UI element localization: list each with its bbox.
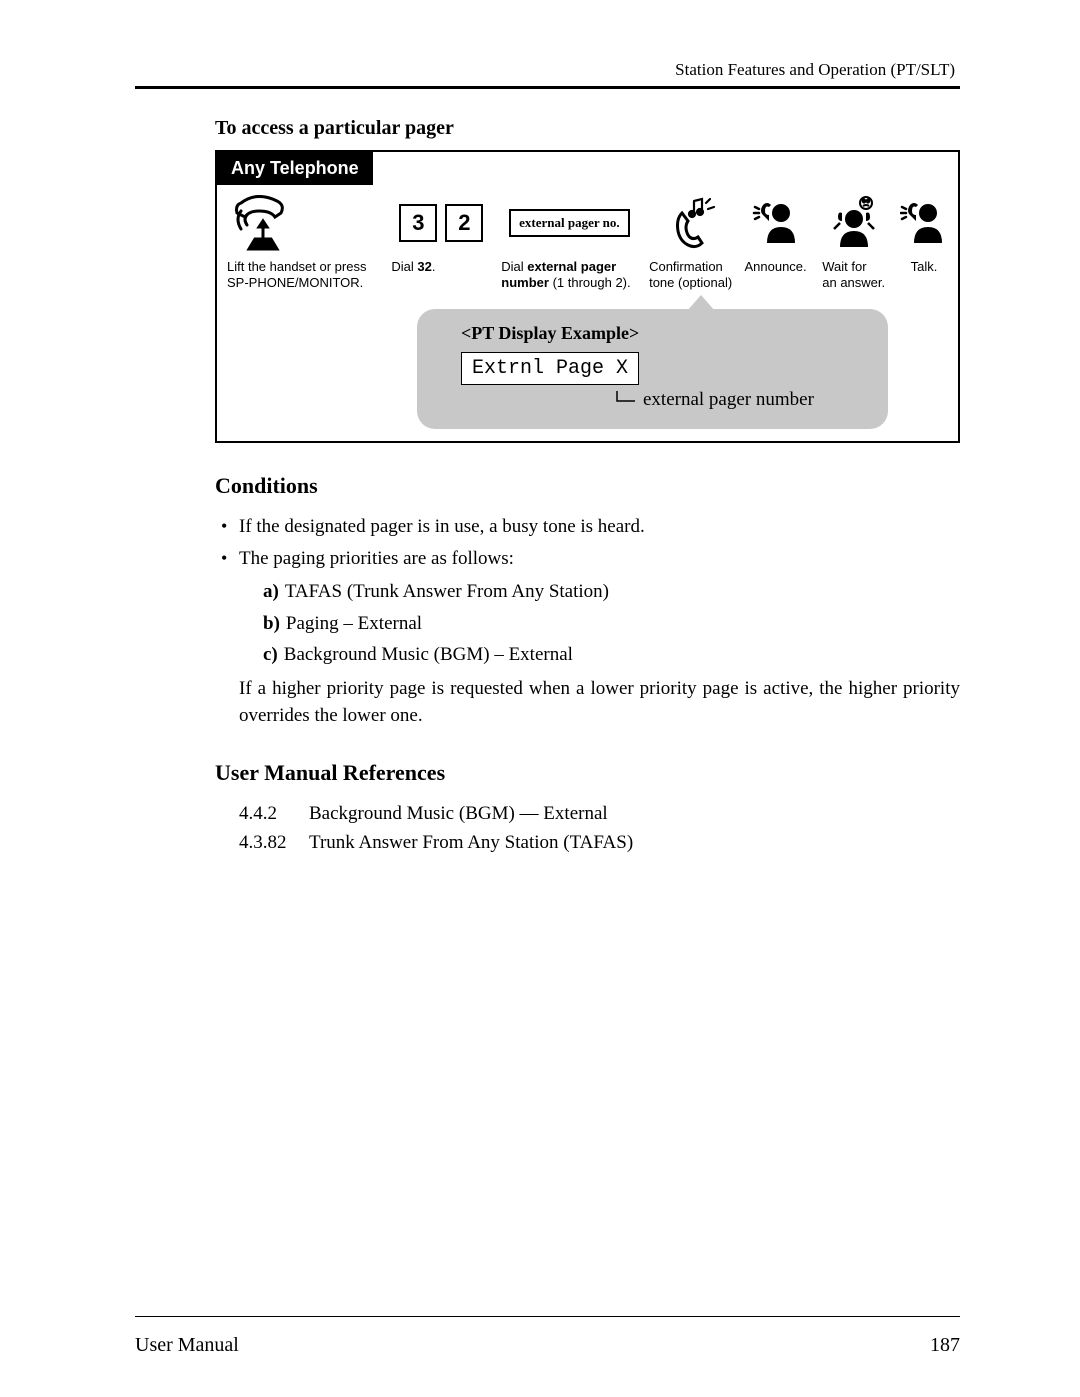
header-rule (135, 86, 960, 89)
keycap-2: 2 (445, 204, 483, 242)
handset-music-icon (664, 193, 718, 253)
ref-2: 4.3.82Trunk Answer From Any Station (TAF… (239, 829, 960, 857)
references-list: 4.4.2Background Music (BGM) — External 4… (215, 800, 960, 857)
step-wait-answer: Wait foran answer. (817, 193, 890, 299)
footer-page-number: 187 (930, 1334, 960, 1357)
priority-b: b)Paging – External (263, 610, 960, 638)
person-speak-icon (751, 193, 801, 253)
references-heading: User Manual References (215, 760, 960, 786)
handset-icon (227, 193, 299, 253)
conditions-body: If the designated pager is in use, a bus… (215, 513, 960, 730)
procedure-box: Any Telephone (215, 150, 960, 443)
condition-bullet-2: The paging priorities are as follows: a)… (239, 545, 960, 730)
step-lift-caption: Lift the handset or pressSP-PHONE/MONITO… (227, 259, 366, 299)
callout-sublabel: external pager number (613, 389, 864, 411)
step-dial32-caption: Dial 32. (391, 259, 491, 299)
step-extpager-caption: Dial external pager number (1 through 2)… (501, 259, 637, 299)
running-header: Station Features and Operation (PT/SLT) (135, 60, 960, 80)
priority-a: a)TAFAS (Trunk Answer From Any Station) (263, 578, 960, 606)
steps-row: Lift the handset or pressSP-PHONE/MONITO… (217, 185, 958, 299)
step-announce-caption: Announce. (744, 259, 806, 299)
callout-connector-icon (613, 391, 637, 409)
person-wait-icon (824, 193, 884, 253)
step-confirmation: Confirmationtone (optional) (648, 193, 734, 299)
pt-display-callout: <PT Display Example> Extrnl Page X exter… (417, 309, 888, 429)
step-external-pager-no: external pager no. Dial external pager n… (501, 193, 637, 299)
ref-1: 4.4.2Background Music (BGM) — External (239, 800, 960, 828)
lcd-display-text: Extrnl Page X (461, 352, 639, 385)
step-confirm-caption: Confirmationtone (optional) (649, 259, 732, 299)
footer-left: User Manual (135, 1334, 239, 1357)
step-talk-caption: Talk. (911, 259, 938, 299)
condition-bullet-1: If the designated pager is in use, a bus… (239, 513, 960, 541)
step-announce: Announce. (744, 193, 808, 299)
priority-c: c)Background Music (BGM) – External (263, 641, 960, 669)
step-lift-handset: Lift the handset or pressSP-PHONE/MONITO… (227, 193, 381, 299)
priority-override-note: If a higher priority page is requested w… (239, 675, 960, 730)
conditions-heading: Conditions (215, 473, 960, 499)
step-wait-caption: Wait foran answer. (822, 259, 885, 299)
keycap-3: 3 (399, 204, 437, 242)
flow-title: To access a particular pager (215, 117, 960, 140)
person-talk-icon (900, 193, 948, 253)
footer-rule (135, 1316, 960, 1317)
step-dial-32: 3 2 Dial 32. (391, 193, 491, 299)
step-talk: Talk. (900, 193, 948, 299)
external-pager-label: external pager no. (509, 209, 630, 237)
any-telephone-header: Any Telephone (217, 152, 373, 185)
callout-title: <PT Display Example> (461, 323, 864, 344)
